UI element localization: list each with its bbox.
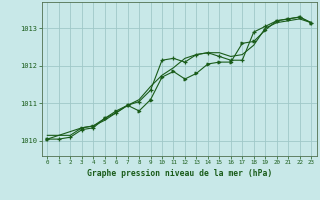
- X-axis label: Graphe pression niveau de la mer (hPa): Graphe pression niveau de la mer (hPa): [87, 169, 272, 178]
